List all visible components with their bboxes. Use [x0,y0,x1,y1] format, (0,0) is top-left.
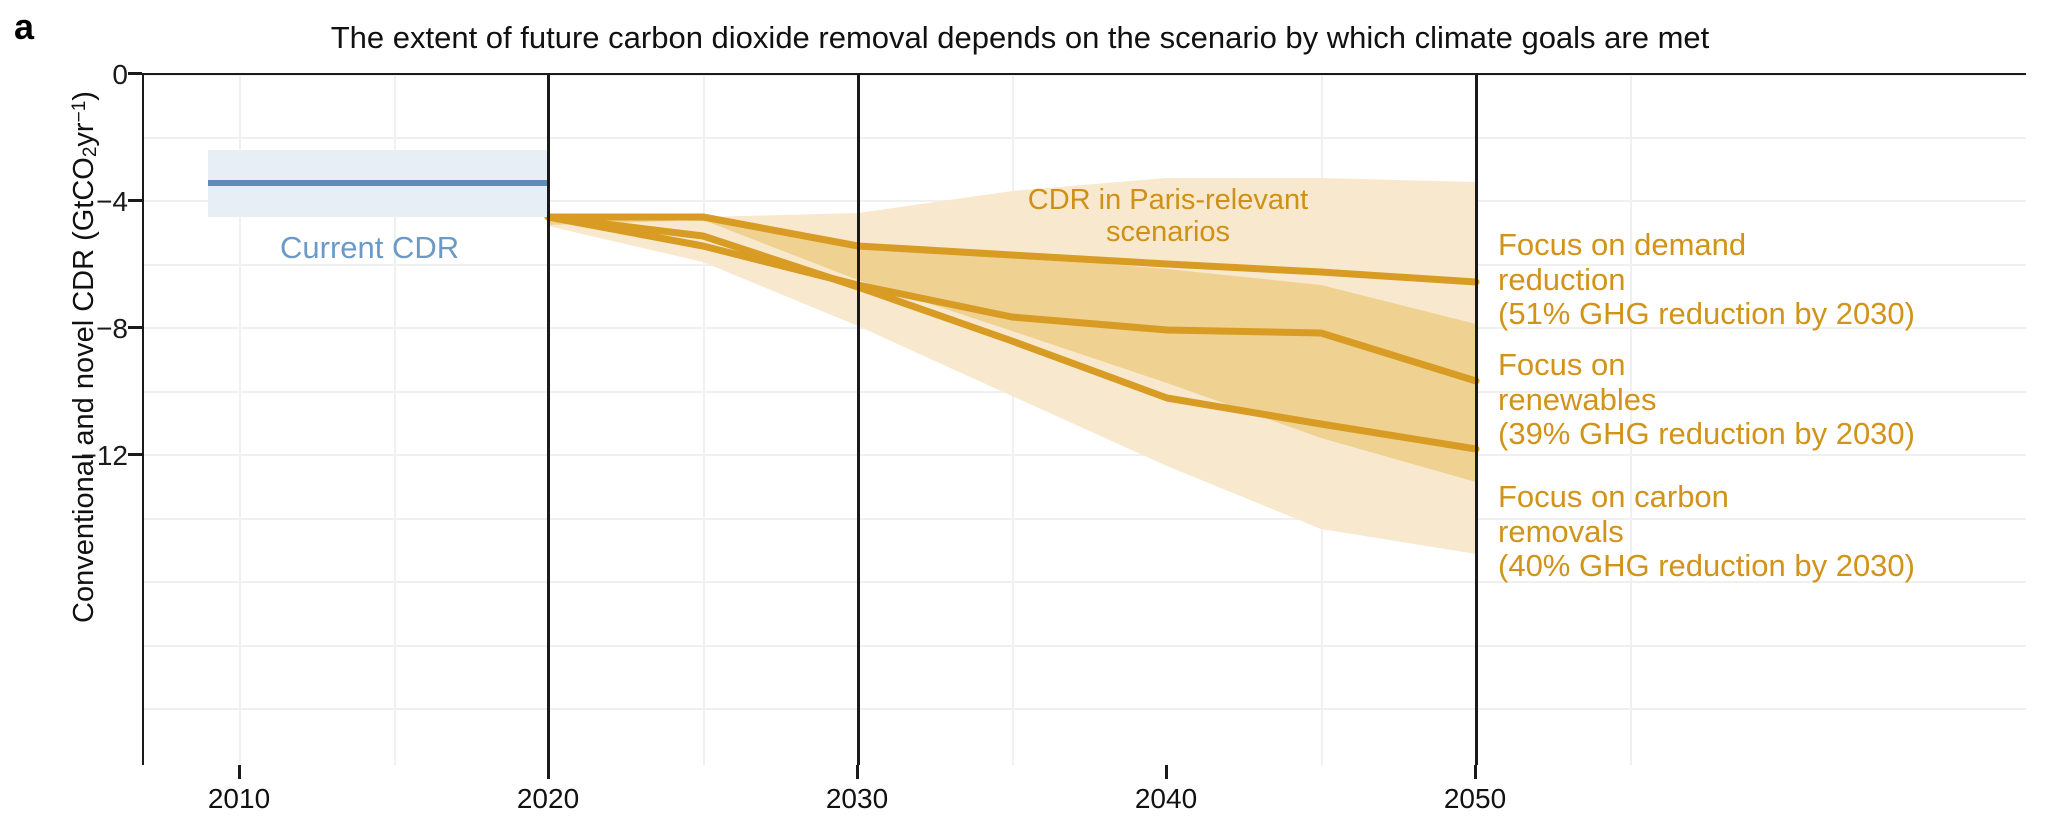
scenario2-line1: Focus on [1498,347,1626,382]
era-divider-2020 [547,75,550,765]
x-tick-mark-2050 [1474,765,1477,779]
y-tick-mark-0 [128,72,142,75]
x-tick-mark-2020 [547,765,550,779]
gridline-y-minus12 [144,454,2026,456]
scenario1-line1: Focus on demand [1498,227,1747,262]
x-tick-mark-2030 [856,765,859,779]
band-outer [548,178,1476,554]
x-tick-mark-2040 [1165,765,1168,779]
y-tick-minus12: −12 [80,440,129,471]
scenario-label-carbon-removals: Focus on carbon removals (40% GHG reduct… [1498,479,1915,584]
gridline-x-2025 [703,75,705,765]
scenario2-line3: (39% GHG reduction by 2030) [1498,416,1915,452]
y-tick-minus8: −8 [96,313,128,344]
paris-annotation-line1: CDR in Paris-relevant [1027,184,1309,216]
scenario1-line3: (51% GHG reduction by 2030) [1498,296,1915,332]
x-tick-2030: 2030 [825,783,889,814]
x-tick-mark-2010 [238,765,241,779]
y-axis-label-pre: Conventional and novel CDR (GtCO [68,157,100,623]
era-divider-2030 [857,75,860,765]
gridline-x-2035 [1012,75,1014,765]
current-cdr-label: Current CDR [280,230,460,265]
chart-title: The extent of future carbon dioxide remo… [330,20,1710,55]
x-tick-2010: 2010 [207,783,271,814]
gridline-y-minus18 [144,645,2026,647]
y-axis-label-mid: yr [68,122,100,147]
gridline-y-minus14 [144,518,2026,520]
scenario-label-demand-reduction: Focus on demand reduction (51% GHG reduc… [1498,227,1915,332]
x-tick-2050: 2050 [1443,783,1507,814]
gridline-x-2010 [239,75,241,765]
gridline-y-minus2 [144,137,2026,139]
y-axis-label: Conventional and novel CDR (GtCO2yr−1) [68,7,102,707]
line-focus-demand-reduction [544,213,1480,286]
y-axis-label-sub: 2 [80,146,101,158]
x-tick-2020: 2020 [516,783,580,814]
current-cdr-line [208,180,548,186]
line-focus-carbon-removals [544,213,1480,453]
y-tick-mark-minus4 [128,199,142,202]
scenario3-line2: removals [1498,513,1624,549]
gridline-y-minus20 [144,708,2026,710]
y-axis-label-post: ) [68,91,100,101]
scenario3-line1: Focus on carbon [1498,479,1729,514]
y-axis-label-sup: −1 [69,100,90,123]
gridline-y-0 [144,75,2026,76]
line-focus-renewables [544,213,1480,385]
paris-annotation-line2: scenarios [1105,216,1231,249]
band-inner [548,219,1476,482]
y-tick-mark-minus8 [128,326,142,329]
gridline-y-minus16 [144,581,2026,583]
scenario1-line2: reduction [1498,261,1626,297]
scenario-series-svg [544,178,1480,554]
plot-area [142,73,2026,765]
x-tick-2040: 2040 [1134,783,1198,814]
scenario2-line2: renewables [1498,381,1657,417]
paris-scenarios-annotation: CDR in Paris-relevant scenarios [1003,184,1333,249]
gridline-x-2055 [1630,75,1632,765]
era-divider-2050 [1475,75,1478,765]
scenario3-line3: (40% GHG reduction by 2030) [1498,548,1915,584]
y-tick-minus4: −4 [96,186,128,217]
scenario-label-renewables: Focus on renewables (39% GHG reduction b… [1498,347,1915,452]
panel-letter: a [14,6,34,47]
y-tick-mark-minus12 [128,453,142,456]
gridline-x-2015 [394,75,396,765]
y-tick-0: 0 [112,59,128,90]
